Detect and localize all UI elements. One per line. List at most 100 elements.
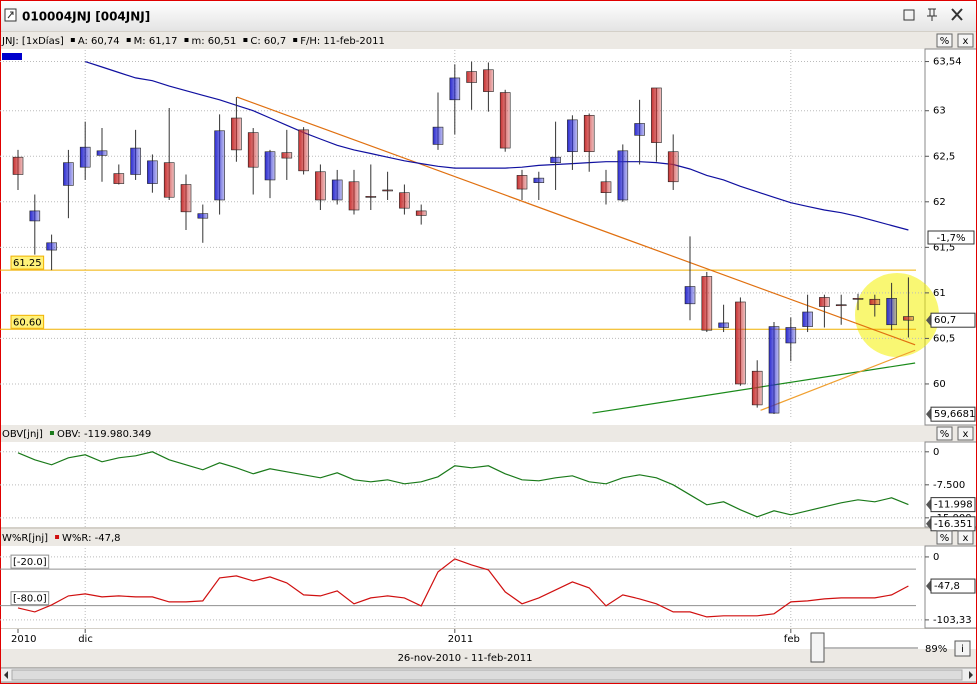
legend-item: OBV[jnj] (2, 429, 43, 440)
panel-button-label: % (940, 36, 950, 47)
y-tick-label: 60 (933, 379, 946, 390)
panel-button[interactable] (936, 33, 953, 48)
candle-body (735, 301, 746, 385)
obv-axis (924, 441, 977, 528)
change-label: -1,7% (936, 233, 965, 244)
candle-body (533, 177, 545, 183)
candle-body (869, 298, 881, 306)
candle-body (718, 322, 729, 328)
candle-body (432, 126, 444, 145)
tag-pointer (926, 498, 931, 511)
candle-body (79, 146, 91, 168)
legend-bullet (243, 38, 248, 42)
x-tick-label: dic (78, 634, 93, 645)
trend-line (236, 96, 916, 346)
info-button[interactable] (954, 640, 971, 657)
pin-button[interactable] (927, 8, 937, 21)
panel-button[interactable] (957, 33, 974, 48)
panel-button-label: % (940, 533, 950, 544)
legend-item: W%R[jnj] (2, 533, 48, 544)
candle-body (382, 189, 393, 192)
candle-body (63, 162, 74, 186)
moving-average (85, 61, 909, 231)
candle-body (903, 316, 914, 321)
legend-item: F/H: 11-feb-2011 (300, 36, 385, 47)
candle-body (163, 162, 175, 198)
panel-button-label: x (963, 429, 969, 440)
y-tick-label: 62 (933, 197, 946, 208)
candle-body (785, 327, 797, 344)
scroll-thumb[interactable] (11, 669, 963, 681)
tag-label: 60,7 (934, 315, 956, 326)
legend-bullet (55, 535, 60, 539)
indicator-line (17, 451, 909, 518)
legend-bullet (49, 431, 54, 435)
candle-body (600, 181, 612, 193)
level-label: [-80.0] (13, 594, 47, 605)
candle-body (466, 71, 477, 83)
level-label-box (10, 591, 50, 606)
candle-body (567, 119, 578, 153)
info-label: i (961, 644, 964, 655)
candle-body (550, 156, 561, 163)
y-tick-label: 61,5 (933, 242, 955, 253)
y-tick-label: 63 (933, 106, 946, 117)
legend-item: W%R: -47,8 (62, 533, 120, 544)
candle-body (264, 151, 276, 181)
tag-label: -47,8 (934, 581, 960, 592)
undock-button[interactable] (903, 9, 915, 21)
candle-body (113, 173, 125, 184)
candle-body (651, 87, 662, 143)
indicator-line (17, 558, 909, 618)
candle-body (231, 117, 242, 151)
candle-body (701, 276, 713, 331)
tag-box (930, 516, 976, 532)
candle-body (399, 192, 410, 209)
candle-body (247, 132, 259, 168)
panel (0, 546, 925, 628)
level-label-box (10, 554, 50, 569)
title-buttons[interactable] (903, 8, 963, 21)
candle-body (835, 304, 847, 307)
x-tick-label: feb (784, 634, 800, 645)
candle-body (886, 298, 897, 326)
legend-bullet (184, 38, 189, 42)
x-axis (0, 629, 977, 649)
panel-button[interactable] (957, 426, 974, 441)
tag-box (930, 406, 976, 422)
candle-body (819, 297, 830, 307)
candle-body (180, 184, 192, 213)
candle-body (197, 213, 209, 219)
candle-body (365, 196, 377, 198)
panel-button[interactable] (936, 530, 953, 545)
legend-item: M: 61,17 (134, 36, 178, 47)
candle-body (298, 129, 309, 172)
candle-body (214, 130, 225, 201)
header-obv (0, 425, 977, 442)
panel-button[interactable] (957, 530, 974, 545)
y-tick-label: 61 (933, 288, 946, 299)
tag-label: -16.351 (934, 519, 973, 530)
title-bar (0, 0, 977, 31)
candle-body (852, 298, 864, 300)
candle-body (634, 123, 645, 136)
y-tick-label: 0 (933, 447, 939, 458)
close-button[interactable] (951, 8, 963, 21)
legend-bullet (293, 38, 298, 42)
price-plot (0, 49, 925, 425)
candle-body (617, 150, 629, 201)
panel-button-label: % (940, 429, 950, 440)
tag-pointer (926, 314, 931, 327)
y-tick-label: 0 (933, 552, 939, 563)
x-tick-label: 2010 (11, 634, 36, 645)
window-title: 010004JNJ [004JNJ] (22, 10, 150, 24)
zoom-slider[interactable] (810, 632, 825, 663)
candle-body (281, 152, 293, 159)
header-price (0, 32, 977, 49)
panel-button[interactable] (936, 426, 953, 441)
candle-body (684, 286, 696, 305)
highlight-circle (855, 273, 939, 357)
tag-label: -11.998 (934, 500, 973, 511)
level-label-box (10, 314, 45, 329)
